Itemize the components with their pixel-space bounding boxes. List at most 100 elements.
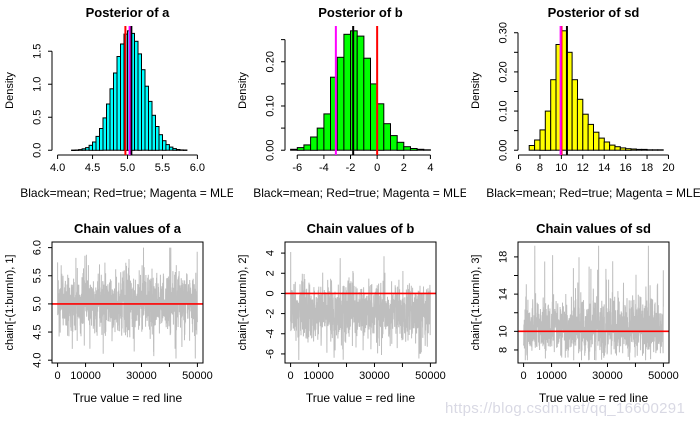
x-tick-label: 20 <box>662 162 674 174</box>
histogram-bar <box>343 33 352 151</box>
plot-title: Posterior of b <box>318 5 403 20</box>
histogram-bar <box>92 141 97 151</box>
x-tick-label: 5.0 <box>120 162 135 174</box>
chain-b-trace-plot: Chain values of b chain[-(1:burnIn), 2] Tr… <box>233 216 466 432</box>
y-axis-label: Density <box>4 72 16 109</box>
x-tick-label: 4 <box>427 162 433 174</box>
x-tick-label: 2 <box>401 162 407 174</box>
y-tick-label: 0.5 <box>32 110 44 125</box>
y-tick-label: 14 <box>498 288 510 300</box>
histogram-bar <box>158 134 163 151</box>
y-tick-label: 0 <box>265 290 277 296</box>
histogram-bar <box>416 148 425 151</box>
trace-line <box>290 251 431 361</box>
histogram-bar <box>582 113 589 151</box>
plot-caption: Black=mean; Red=true; Magenta = MLE <box>253 186 466 200</box>
histogram-bar <box>134 40 139 151</box>
histogram-bar <box>290 148 298 151</box>
y-tick-label: -2 <box>265 309 277 319</box>
y-tick-label: 4 <box>265 250 277 256</box>
plot-title: Posterior of a <box>86 5 171 20</box>
histogram-bar <box>598 137 605 151</box>
posterior-of-sd-histogram: Posterior of sd Density Black=mean; Red=tr… <box>466 0 700 216</box>
x-tick-label: 12 <box>577 162 589 174</box>
y-tick-label: 0.10 <box>498 100 510 121</box>
histogram-bar <box>403 146 412 151</box>
x-tick-label: 10000 <box>536 370 567 382</box>
trace-line <box>57 247 198 359</box>
y-tick-label: 1.5 <box>32 44 44 59</box>
x-tick-label: 30000 <box>359 370 390 382</box>
histogram-bar <box>106 103 111 151</box>
histogram-bar <box>635 148 643 151</box>
csdn-watermark: https://blog.csdn.net/qq_16600291 <box>445 400 686 417</box>
y-tick-label: -6 <box>265 349 277 359</box>
histogram-bar <box>81 148 87 151</box>
histogram-bar <box>383 123 392 151</box>
x-tick-label: 0 <box>55 370 61 382</box>
histogram-bar <box>296 147 305 151</box>
histogram-bar <box>113 72 118 151</box>
x-tick-label: 50000 <box>415 370 446 382</box>
chain-a-trace-plot: Chain values of a chain[-(1:burnIn), 1] Tr… <box>0 216 233 432</box>
histogram-bar <box>137 53 142 151</box>
x-tick-label: 50000 <box>182 370 213 382</box>
plot-caption: True value = red line <box>306 391 416 405</box>
y-tick-label: -4 <box>265 329 277 339</box>
histogram-bar <box>316 127 325 151</box>
histogram-bar <box>390 135 398 151</box>
plot-title: Chain values of sd <box>536 221 651 236</box>
y-tick-label: 0.20 <box>498 61 510 82</box>
histogram-bar <box>99 128 104 151</box>
histogram-bar <box>528 145 536 151</box>
x-tick-label: 50000 <box>648 370 679 382</box>
posterior-of-a-histogram: Posterior of a Density Black=mean; Red=tru… <box>0 0 233 216</box>
histogram-bar <box>356 35 365 151</box>
histogram-bar <box>534 139 541 151</box>
histogram-bar <box>148 100 153 151</box>
plot-box <box>51 241 204 364</box>
histogram-bar <box>120 43 125 151</box>
plot-box <box>284 241 437 364</box>
histogram-bar <box>102 117 107 151</box>
x-tick-label: 10000 <box>303 370 334 382</box>
plot-title: Posterior of sd <box>548 5 640 20</box>
histogram-bar <box>619 147 627 151</box>
plot-caption: True value = red line <box>539 391 649 405</box>
x-tick-label: 30000 <box>126 370 157 382</box>
histogram-bar <box>109 88 114 151</box>
y-axis-label: chain[-(1:burnIn), 2] <box>237 255 249 351</box>
histogram-bar <box>168 146 174 151</box>
x-tick-label: 14 <box>598 162 610 174</box>
x-tick-label: 16 <box>620 162 632 174</box>
x-tick-label: 5.5 <box>155 162 170 174</box>
histogram-bar <box>630 148 637 151</box>
histogram-bar <box>409 148 418 151</box>
y-axis-label: Density <box>237 72 249 109</box>
histogram-bar <box>141 69 146 151</box>
histogram-bar <box>323 113 332 151</box>
y-tick-label: 0.00 <box>498 140 510 161</box>
x-tick-label: 6 <box>515 162 521 174</box>
x-tick-label: -2 <box>346 162 356 174</box>
histogram-bar <box>576 98 584 151</box>
histogram-bar <box>641 148 648 151</box>
x-tick-label: 4.0 <box>50 162 65 174</box>
posterior-of-b-histogram: Posterior of b Density Black=mean; Red=tru… <box>233 0 466 216</box>
plot-box <box>517 241 670 364</box>
histogram-bar <box>587 123 594 151</box>
x-tick-label: -4 <box>319 162 329 174</box>
histogram-bar <box>175 149 181 151</box>
histogram-bar <box>614 146 621 151</box>
histogram-bar <box>571 79 578 151</box>
y-tick-label: 0.10 <box>265 95 277 116</box>
y-axis-label: chain[-(1:burnIn), 1] <box>4 255 16 351</box>
y-tick-label: 5.5 <box>32 268 44 283</box>
histogram-bar <box>363 57 372 151</box>
y-tick-label: 0.00 <box>265 140 277 161</box>
y-tick-label: 0.20 <box>265 51 277 72</box>
histogram-bar <box>85 147 90 151</box>
histogram-bar <box>625 148 632 151</box>
plot-title: Chain values of b <box>307 221 415 236</box>
